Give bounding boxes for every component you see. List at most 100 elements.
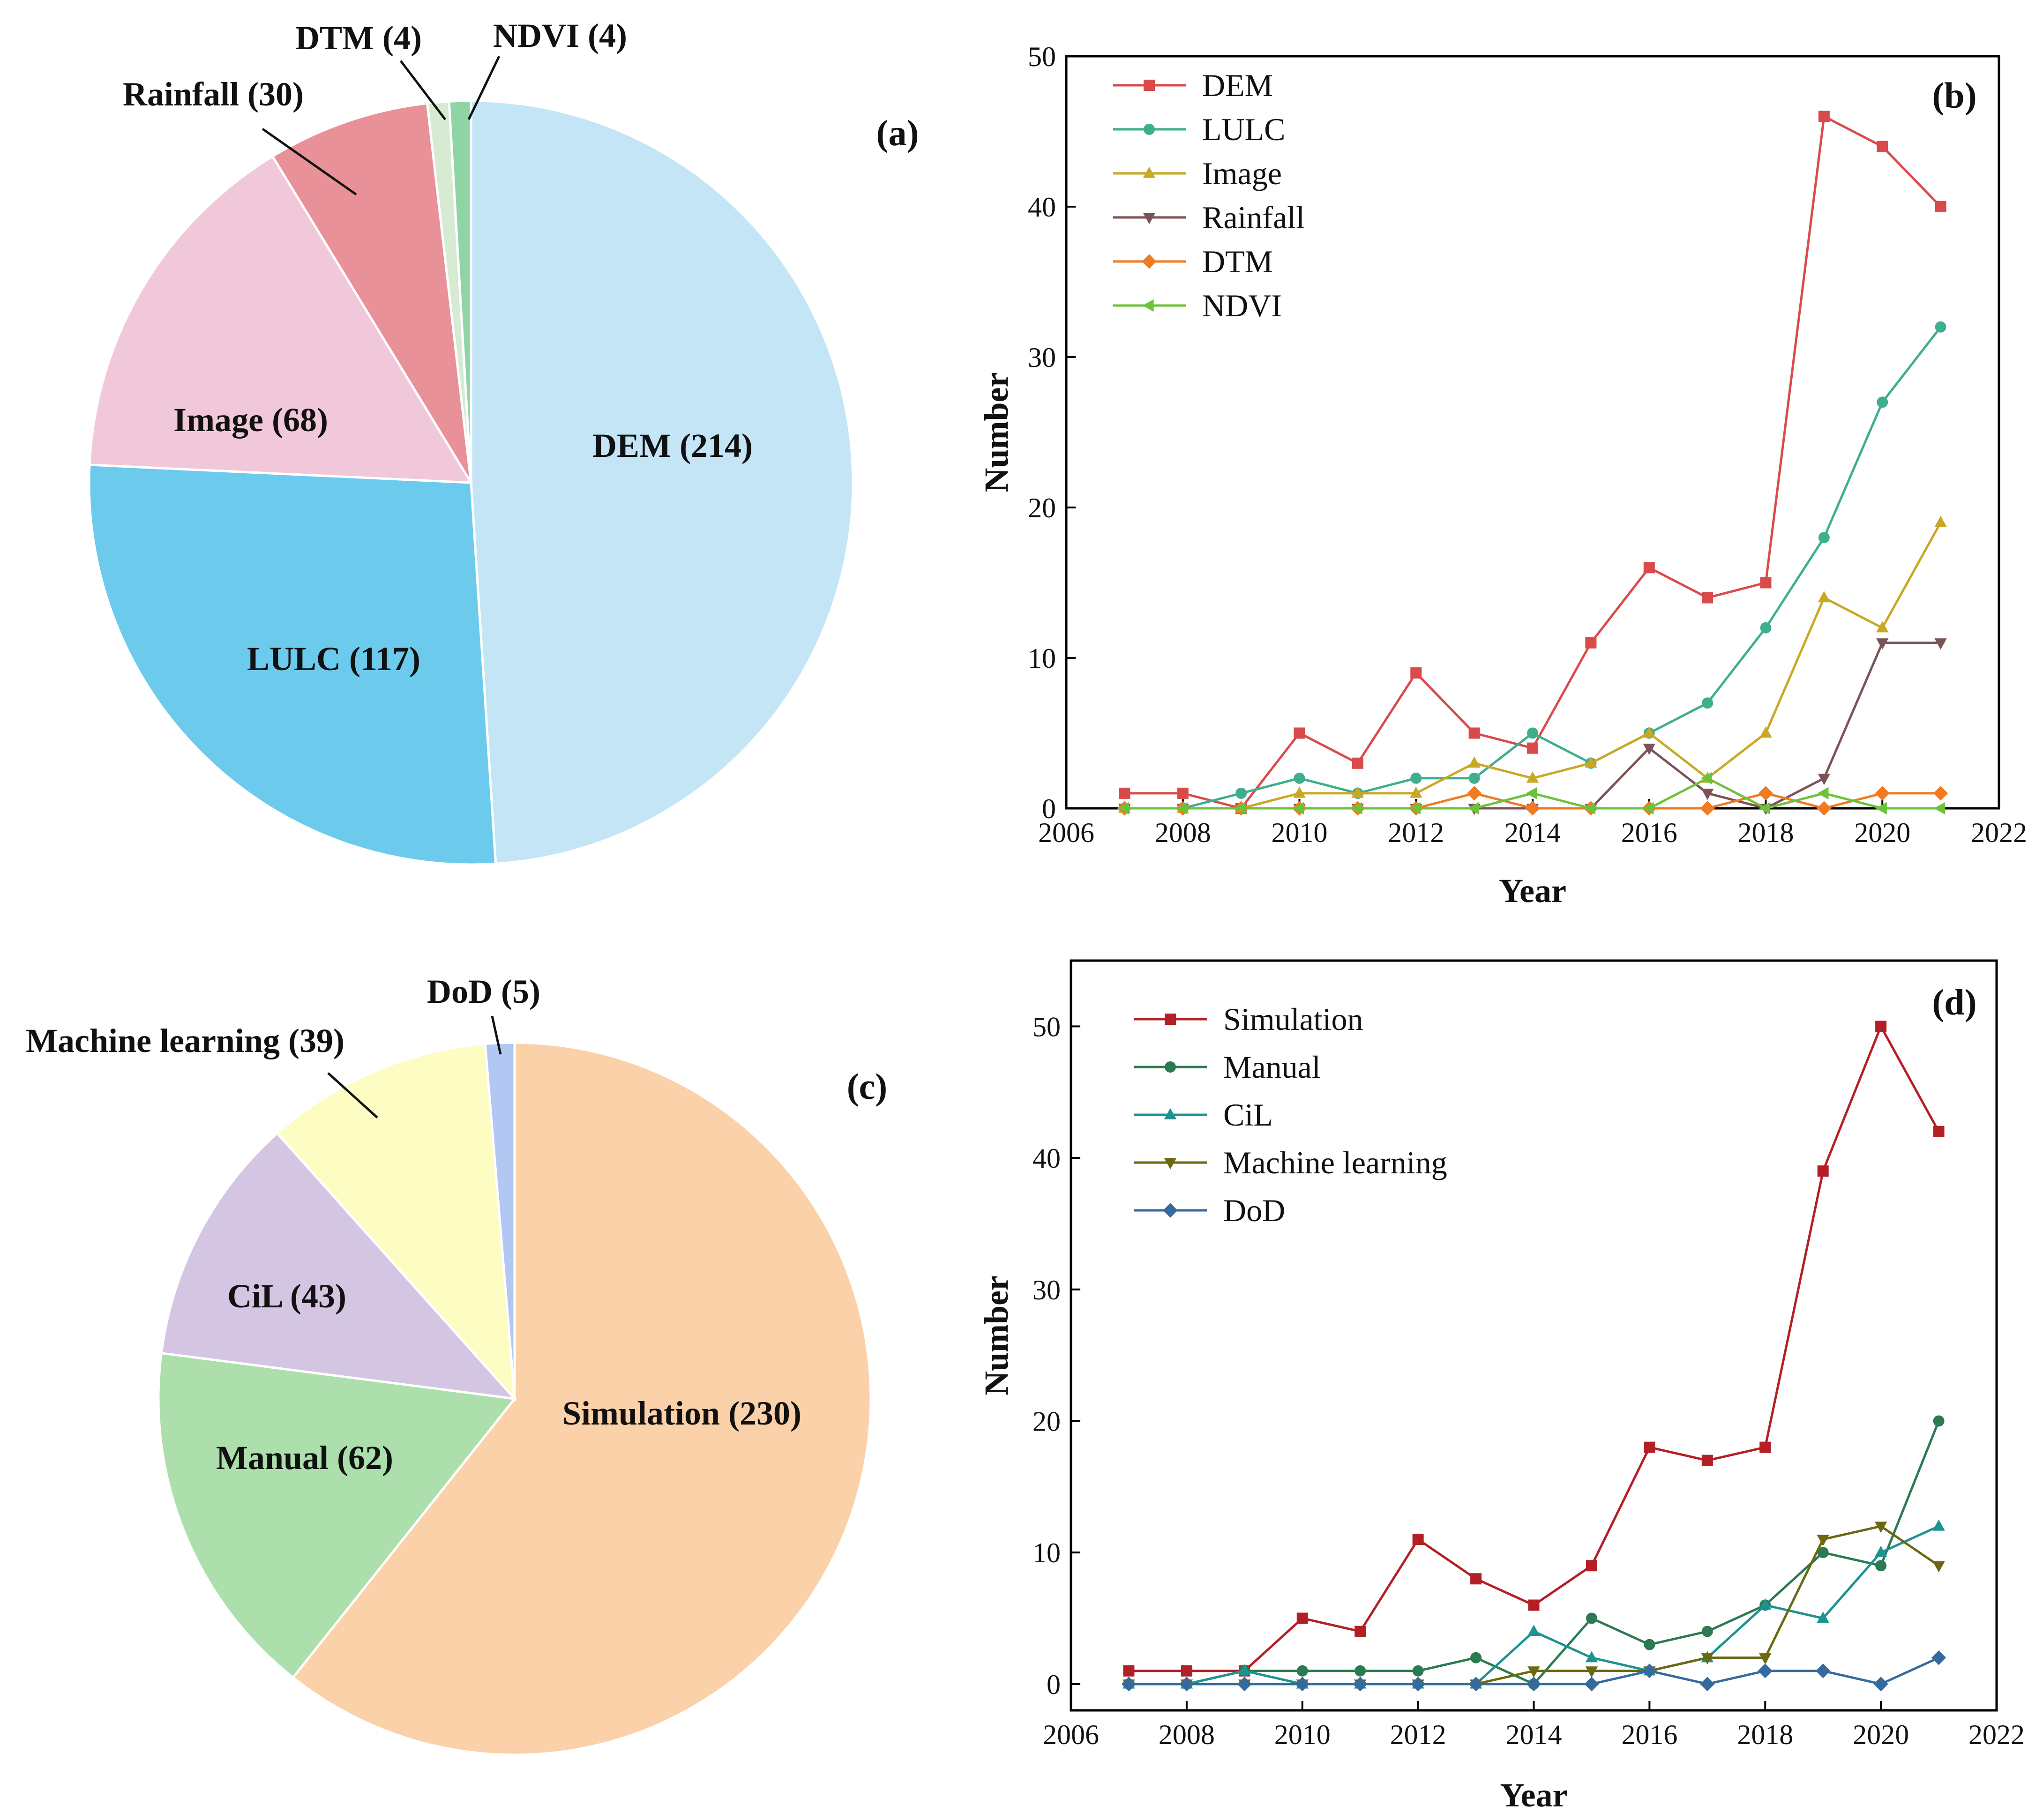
x-tick-label: 2020 <box>1853 1719 1909 1750</box>
y-tick-label: 40 <box>1028 192 1056 223</box>
data-point-lulc <box>1468 772 1480 784</box>
data-point-ndvi <box>1176 802 1188 815</box>
data-point-image <box>1585 756 1597 768</box>
pie-label-dtm: DTM (4) <box>295 19 422 57</box>
legend-label-simulation: Simulation <box>1223 1001 1363 1037</box>
data-point-image <box>1293 786 1306 798</box>
y-tick-label: 20 <box>1028 492 1056 523</box>
data-point-machine-learning <box>1701 1653 1714 1665</box>
x-tick-label: 2014 <box>1506 1719 1562 1750</box>
data-point-rainfall <box>1818 774 1831 785</box>
data-point-ndvi <box>1642 802 1654 815</box>
data-point-machine-learning <box>1817 1535 1829 1546</box>
data-point-lulc <box>1294 772 1305 784</box>
data-point-dod <box>1873 1677 1888 1692</box>
data-point-manual <box>1586 1612 1597 1624</box>
data-point-dod <box>1584 1677 1599 1692</box>
data-point-cil <box>1238 1664 1251 1676</box>
data-point-dem <box>1585 637 1597 649</box>
pie-label-dem: DEM (214) <box>592 427 753 464</box>
data-point-cil <box>1817 1611 1829 1623</box>
data-point-dtm <box>1817 801 1832 816</box>
pie-label-cil: CiL (43) <box>227 1277 346 1315</box>
panel-c-pie-chart: Simulation (230) Manual (62) CiL (43) Machi… <box>26 973 887 1756</box>
pie-label-ndvi: NDVI (4) <box>493 17 627 54</box>
data-point-lulc <box>1818 532 1830 544</box>
pie-slice-machine-learning <box>275 1042 516 1402</box>
y-tick-label: 50 <box>1033 1011 1061 1042</box>
data-point-cil <box>1759 1598 1772 1610</box>
data-point-dod <box>1411 1677 1426 1692</box>
x-tick-label: 2022 <box>1971 817 2027 848</box>
data-point-simulation <box>1644 1441 1655 1453</box>
data-point-image <box>1468 756 1481 768</box>
legend-marker-dtm <box>1142 254 1157 269</box>
data-point-dem <box>1935 201 1946 212</box>
legend-marker-ndvi <box>1142 299 1154 312</box>
data-point-dem <box>1352 757 1363 769</box>
pie-label-manual: Manual (62) <box>216 1439 393 1477</box>
legend-marker-lulc <box>1144 124 1155 135</box>
data-point-dod <box>1179 1677 1194 1692</box>
y-tick-label: 30 <box>1033 1275 1061 1305</box>
data-point-ndvi <box>1293 802 1304 815</box>
data-point-lulc <box>1410 772 1422 784</box>
data-point-dtm <box>1467 786 1482 801</box>
data-point-dod <box>1295 1677 1310 1692</box>
pie-slice-dod <box>484 1041 516 1399</box>
y-tick-label: 0 <box>1047 1669 1061 1700</box>
x-tick-label: 2022 <box>1968 1719 2025 1750</box>
data-point-dem <box>1177 787 1189 799</box>
y-tick-label: 10 <box>1033 1537 1061 1568</box>
data-point-dtm <box>1700 801 1715 816</box>
data-point-lulc <box>1760 622 1772 634</box>
y-axis-title: Number <box>978 1275 1015 1395</box>
legend-label-manual: Manual <box>1223 1049 1321 1085</box>
data-point-manual <box>1644 1639 1655 1650</box>
data-point-dod <box>1353 1677 1368 1692</box>
data-point-ndvi <box>1526 787 1537 800</box>
data-point-cil <box>1585 1651 1598 1663</box>
legend-label-cil: CiL <box>1223 1097 1273 1133</box>
pie-slice-lulc <box>88 463 497 866</box>
legend-marker-dod <box>1163 1203 1178 1218</box>
x-tick-label: 2006 <box>1038 817 1094 848</box>
x-axis-title: Year <box>1500 1776 1568 1814</box>
data-point-manual <box>1355 1665 1366 1677</box>
data-point-cil <box>1874 1545 1887 1557</box>
data-point-simulation <box>1759 1441 1771 1453</box>
data-point-dod <box>1121 1677 1137 1692</box>
y-tick-label: 10 <box>1028 643 1056 674</box>
legend-marker-machine-learning <box>1164 1158 1177 1170</box>
data-point-rainfall <box>1701 789 1714 800</box>
data-point-lulc <box>1935 321 1946 333</box>
data-point-machine-learning <box>1585 1666 1598 1678</box>
legend-marker-manual <box>1165 1061 1176 1073</box>
pie-slice-rainfall <box>271 102 472 484</box>
data-point-dem <box>1410 667 1422 679</box>
data-point-simulation <box>1470 1573 1482 1585</box>
pie-label-rainfall: Rainfall (30) <box>123 75 304 113</box>
data-point-dem <box>1468 727 1480 739</box>
data-point-dod <box>1642 1663 1657 1678</box>
data-point-simulation <box>1528 1599 1540 1611</box>
legend-marker-image <box>1143 166 1156 178</box>
data-point-image <box>1351 786 1364 798</box>
x-tick-label: 2008 <box>1155 817 1211 848</box>
data-point-dod <box>1526 1677 1542 1692</box>
data-point-simulation <box>1181 1665 1192 1677</box>
data-point-dtm <box>1933 786 1948 801</box>
data-point-simulation <box>1412 1534 1424 1545</box>
x-tick-label: 2018 <box>1738 817 1794 848</box>
legend-marker-dem <box>1144 80 1155 91</box>
x-tick-label: 2014 <box>1504 817 1561 848</box>
pie-slice-dem <box>470 99 854 865</box>
data-point-ndvi <box>1875 802 1887 815</box>
x-axis-title: Year <box>1499 872 1566 910</box>
pie-label-dod: DoD (5) <box>427 973 540 1010</box>
data-point-manual <box>1875 1560 1887 1572</box>
panel-letter: (a) <box>876 112 919 153</box>
legend-label-dod: DoD <box>1223 1193 1285 1228</box>
data-point-machine-learning <box>1527 1666 1540 1678</box>
